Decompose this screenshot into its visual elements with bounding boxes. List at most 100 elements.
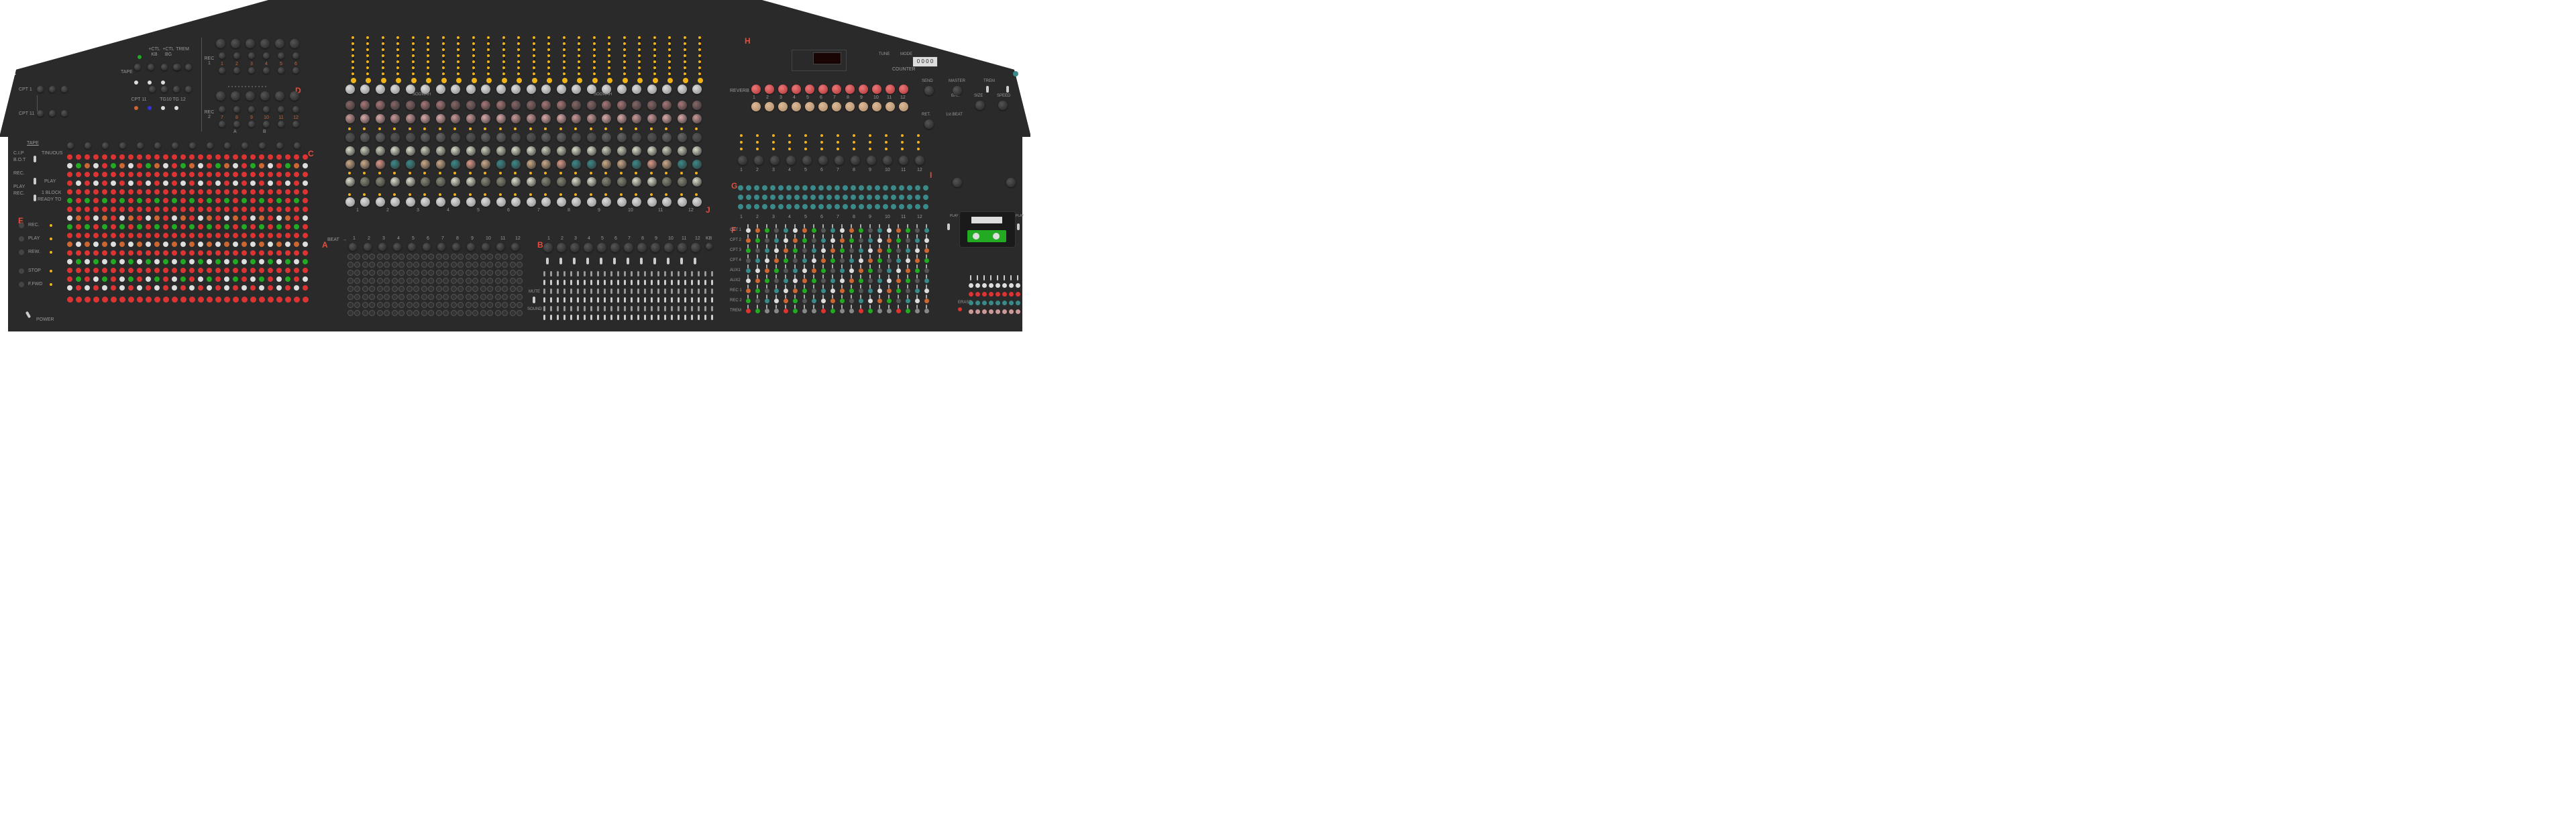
f-cell[interactable] (924, 299, 929, 303)
g-cell[interactable] (778, 185, 784, 191)
f-cell[interactable] (877, 299, 882, 303)
matrix-dot[interactable] (137, 215, 142, 221)
f-cell[interactable] (849, 299, 854, 303)
mid-knob[interactable] (173, 86, 180, 93)
b-grid-tog[interactable] (698, 271, 700, 276)
f-tog[interactable] (926, 274, 927, 278)
bank-knob[interactable] (557, 177, 566, 187)
a-cell[interactable] (384, 270, 390, 276)
a-cell[interactable] (451, 302, 457, 308)
b-grid-tog[interactable] (671, 271, 673, 276)
matrix-dot[interactable] (198, 250, 203, 256)
a-cell[interactable] (407, 286, 413, 292)
matrix-dot[interactable] (303, 285, 308, 291)
b-grid-tog[interactable] (664, 280, 666, 285)
matrix-dot[interactable] (119, 207, 125, 212)
bank-knob[interactable] (466, 114, 476, 123)
b-knob[interactable] (570, 243, 580, 252)
matrix-dot[interactable] (285, 276, 290, 282)
f-cell[interactable] (812, 258, 816, 263)
f-tog[interactable] (832, 244, 833, 248)
f-tog[interactable] (747, 264, 749, 268)
f-cell[interactable] (746, 289, 751, 293)
b-knob[interactable] (584, 243, 593, 252)
b-grid-tog[interactable] (711, 271, 713, 276)
b-grid-tog[interactable] (577, 315, 579, 320)
a-cell[interactable] (495, 262, 501, 268)
matrix-dot[interactable] (259, 224, 264, 229)
f-tog[interactable] (785, 295, 786, 299)
a-cell[interactable] (495, 270, 501, 276)
h-red-knob[interactable] (765, 85, 774, 94)
d-mid-knob[interactable] (260, 91, 270, 101)
a-top-knob[interactable] (423, 243, 431, 251)
a-cell[interactable] (413, 278, 419, 284)
bank-knob[interactable] (451, 101, 460, 110)
f-cell[interactable] (887, 228, 892, 233)
b-grid-tog[interactable] (631, 297, 633, 303)
r-knob[interactable] (998, 101, 1008, 110)
f-tog[interactable] (898, 305, 899, 309)
b-knob[interactable] (664, 243, 674, 252)
matrix-dot[interactable] (146, 189, 151, 195)
a-cell[interactable] (510, 286, 516, 292)
bank-knob[interactable] (466, 133, 476, 142)
a-cell[interactable] (392, 278, 398, 284)
g-cell[interactable] (810, 204, 816, 209)
b-grid-tog[interactable] (543, 297, 545, 303)
a-cell[interactable] (510, 254, 516, 260)
f-tog[interactable] (804, 305, 805, 309)
a-cell[interactable] (384, 254, 390, 260)
bank-knob[interactable] (527, 133, 536, 142)
matrix-dot[interactable] (119, 250, 125, 256)
a-cell[interactable] (458, 254, 464, 260)
matrix-dot[interactable] (198, 154, 203, 160)
f-cell[interactable] (859, 238, 863, 243)
f-tog[interactable] (851, 274, 852, 278)
a-cell[interactable] (487, 262, 493, 268)
matrix-dot[interactable] (294, 224, 299, 229)
matrix-dot[interactable] (259, 198, 264, 203)
a-top-knob[interactable] (482, 243, 490, 251)
bank-knob[interactable] (527, 197, 536, 207)
matrix-dot[interactable] (85, 285, 90, 291)
bank-knob[interactable] (436, 146, 445, 156)
bank-knob[interactable] (557, 101, 566, 110)
bank-knob[interactable] (662, 160, 672, 169)
h-red-knob[interactable] (751, 85, 761, 94)
matrix-dot[interactable] (294, 268, 299, 273)
matrix-dot[interactable] (233, 233, 238, 238)
a-cell[interactable] (495, 310, 501, 316)
f-tog[interactable] (785, 284, 786, 289)
matrix-dot[interactable] (250, 154, 256, 160)
b-grid-tog[interactable] (637, 280, 639, 285)
bank-knob[interactable] (527, 85, 536, 94)
bank-knob[interactable] (632, 197, 641, 207)
mute-tog[interactable] (533, 297, 535, 303)
f-tog[interactable] (879, 274, 880, 278)
a-cell[interactable] (480, 310, 486, 316)
a-cell[interactable] (495, 254, 501, 260)
f-tog[interactable] (898, 254, 899, 258)
a-cell[interactable] (413, 286, 419, 292)
bank-knob[interactable] (360, 146, 370, 156)
f-cell[interactable] (784, 248, 788, 253)
matrix-dot[interactable] (137, 233, 142, 238)
matrix-dot[interactable] (250, 215, 256, 221)
h-tan-knob[interactable] (805, 102, 814, 111)
g-cell[interactable] (899, 204, 904, 209)
f-cell[interactable] (774, 258, 779, 263)
matrix-dot[interactable] (259, 154, 264, 160)
matrix-dot[interactable] (285, 250, 290, 256)
g-cell[interactable] (786, 195, 792, 200)
slider-cap[interactable] (592, 78, 598, 83)
f-cell[interactable] (868, 268, 873, 273)
a-cell[interactable] (421, 270, 427, 276)
bank-knob[interactable] (345, 146, 355, 156)
f-tog[interactable] (794, 234, 796, 238)
matrix-dot[interactable] (215, 242, 221, 247)
matrix-dot[interactable] (224, 172, 229, 177)
a-cell[interactable] (392, 270, 398, 276)
g-cell[interactable] (770, 185, 775, 191)
matrix-dot[interactable] (180, 189, 186, 195)
